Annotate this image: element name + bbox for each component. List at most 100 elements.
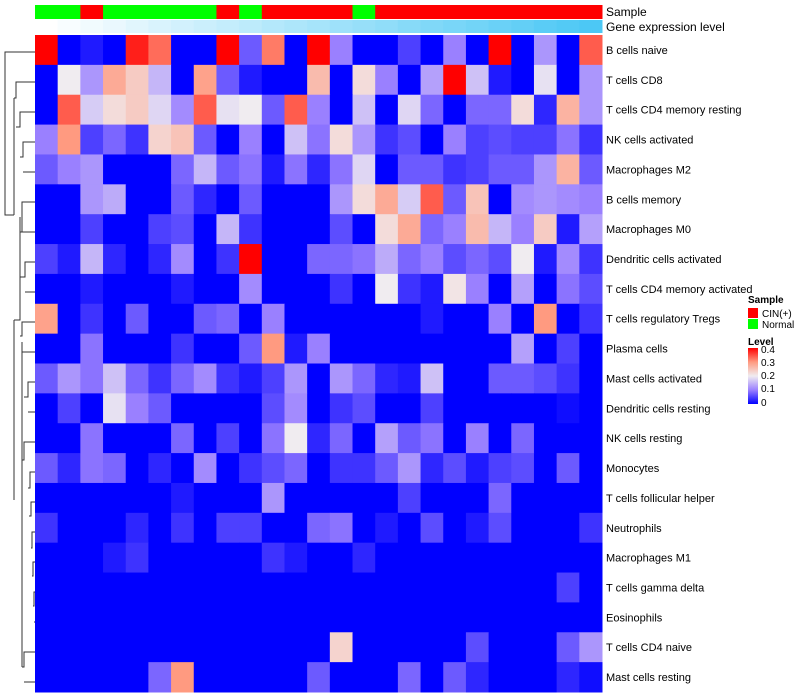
heatmap-cell: [80, 303, 104, 335]
heatmap-cell: [465, 214, 490, 245]
row-label: NK cells activated: [606, 135, 693, 147]
heatmap-cell: [284, 393, 308, 424]
heatmap-cell: [80, 482, 104, 514]
heatmap-cell: [579, 542, 603, 574]
heatmap-cell: [148, 184, 172, 215]
heatmap-cell: [80, 662, 104, 693]
heatmap-cell: [511, 244, 535, 275]
heatmap-cell: [261, 393, 285, 424]
heatmap-cell: [329, 214, 354, 245]
heatmap-cell: [261, 572, 285, 603]
gene-expression-annotation-bar: [35, 20, 603, 33]
heatmap-cell: [579, 124, 603, 155]
heatmap-cell: [125, 94, 149, 126]
row-label: T cells CD4 memory resting: [606, 105, 742, 117]
heatmap-cell: [443, 542, 467, 574]
gene-expression-annotation-cell: [171, 20, 195, 33]
heatmap-cell: [57, 154, 81, 185]
heatmap-cell: [556, 303, 580, 335]
heatmap-cell: [352, 602, 376, 633]
heatmap-cell: [171, 214, 195, 245]
heatmap-cell: [556, 333, 580, 364]
heatmap-cell: [533, 393, 558, 424]
heatmap-cell: [103, 273, 127, 305]
heatmap-cell: [420, 184, 444, 215]
sample-annotation-cell: [35, 5, 59, 19]
heatmap-cell: [148, 602, 172, 633]
heatmap-cell: [511, 303, 535, 335]
heatmap-cell: [103, 632, 127, 663]
heatmap-cell: [125, 363, 149, 394]
heatmap-cell: [103, 393, 127, 424]
heatmap-cell: [80, 273, 104, 305]
heatmap-cell: [125, 632, 149, 663]
heatmap-cell: [556, 393, 580, 424]
heatmap-cell: [443, 244, 467, 275]
heatmap-cell: [284, 273, 308, 305]
heatmap-cell: [397, 214, 422, 245]
heatmap-cell: [193, 184, 217, 215]
heatmap-cell: [329, 602, 354, 633]
heatmap-cell: [80, 602, 104, 633]
heatmap-cell: [375, 94, 399, 126]
heatmap-cell: [352, 64, 376, 96]
heatmap-cell: [307, 154, 331, 185]
heatmap-cell: [216, 393, 240, 424]
row-dendrogram: [4, 51, 35, 683]
heatmap-cell: [397, 453, 422, 484]
heatmap-cell: [488, 94, 512, 126]
heatmap-cell: [397, 184, 422, 215]
heatmap-cell: [556, 184, 580, 215]
sample-annotation-cell: [261, 5, 285, 19]
heatmap-cell: [329, 482, 354, 514]
heatmap-cell: [193, 273, 217, 305]
heatmap-cell: [511, 35, 535, 66]
heatmap-cell: [579, 303, 603, 335]
legend-tick: 0.4: [761, 345, 775, 356]
heatmap-cell: [148, 333, 172, 364]
heatmap-cell: [511, 662, 535, 693]
row-label: Monocytes: [606, 463, 660, 475]
heatmap-cell: [261, 273, 285, 305]
heatmap-cell: [307, 303, 331, 335]
heatmap-cell: [80, 393, 104, 424]
heatmap-cell: [443, 423, 467, 454]
heatmap-cell: [420, 512, 444, 544]
heatmap-cell: [239, 64, 263, 96]
gene-expression-annotation-cell: [533, 20, 558, 33]
heatmap-cell: [465, 64, 490, 96]
heatmap-cells: [35, 35, 603, 693]
sample-annotation-cell: [579, 5, 603, 19]
heatmap-cell: [556, 453, 580, 484]
heatmap-cell: [125, 662, 149, 693]
gene-expression-annotation-cell: [261, 20, 285, 33]
heatmap-cell: [57, 632, 81, 663]
sample-annotation-cell: [57, 5, 81, 19]
sample-annotation-cell: [103, 5, 127, 19]
heatmap-cell: [35, 333, 59, 364]
heatmap-cell: [171, 244, 195, 275]
heatmap-cell: [307, 542, 331, 574]
heatmap-cell: [329, 662, 354, 693]
heatmap-cell: [57, 662, 81, 693]
heatmap-cell: [239, 273, 263, 305]
heatmap-cell: [556, 423, 580, 454]
heatmap-cell: [352, 393, 376, 424]
gene-expression-annotation-cell: [511, 20, 535, 33]
sample-annotation-cell: [511, 5, 535, 19]
heatmap-cell: [284, 154, 308, 185]
sample-annotation-cell: [533, 5, 558, 19]
heatmap-cell: [397, 393, 422, 424]
heatmap-cell: [103, 303, 127, 335]
heatmap-cell: [352, 453, 376, 484]
heatmap-cell: [261, 512, 285, 544]
sample-annotation-cell: [239, 5, 263, 19]
heatmap-cell: [57, 214, 81, 245]
heatmap-cell: [533, 124, 558, 155]
heatmap-cell: [443, 303, 467, 335]
legend-color-bar: [748, 348, 758, 404]
heatmap-cell: [579, 273, 603, 305]
heatmap-cell: [148, 423, 172, 454]
heatmap-cell: [35, 393, 59, 424]
heatmap-cell: [352, 35, 376, 66]
